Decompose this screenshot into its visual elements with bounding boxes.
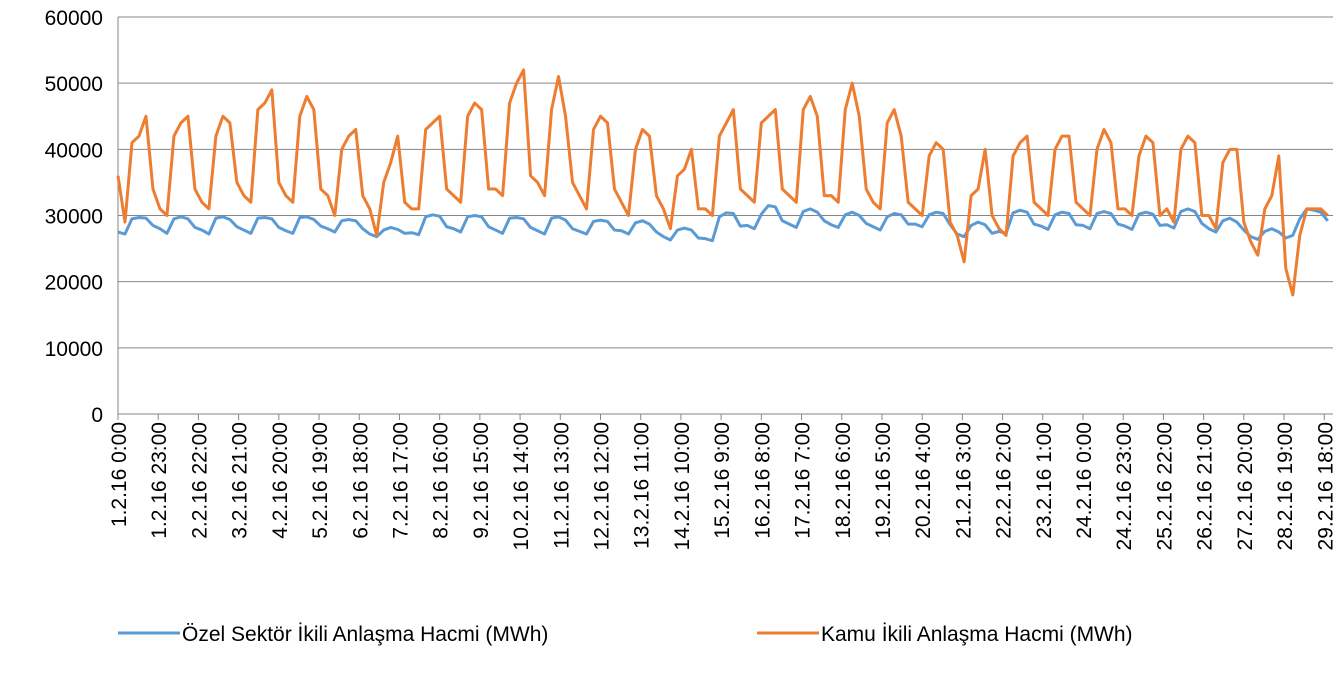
x-tick-label: 2.2.16 22:00: [188, 422, 211, 539]
x-tick-label: 28.2.16 19:00: [1274, 422, 1297, 550]
x-tick-label: 5.2.16 19:00: [309, 422, 332, 539]
y-tick-label: 30000: [45, 206, 103, 229]
x-tick-label: 4.2.16 20:00: [269, 422, 292, 539]
x-tick-label: 3.2.16 21:00: [229, 422, 252, 539]
x-tick-label: 12.2.16 12:00: [591, 422, 614, 550]
x-tick-label: 26.2.16 21:00: [1194, 422, 1217, 550]
x-tick-label: 21.2.16 3:00: [952, 422, 975, 539]
x-tick-label: 18.2.16 6:00: [832, 422, 855, 539]
x-tick-label: 8.2.16 16:00: [430, 422, 453, 539]
x-tick-label: 7.2.16 17:00: [389, 422, 412, 539]
x-tick-label: 1.2.16 0:00: [108, 422, 131, 527]
x-tick-label: 10.2.16 14:00: [510, 422, 533, 550]
x-tick-label: 13.2.16 11:00: [631, 422, 654, 549]
y-tick-label: 0: [91, 404, 103, 427]
x-tick-label: 27.2.16 20:00: [1234, 422, 1257, 550]
y-tick-label: 50000: [45, 73, 103, 96]
x-tick-label: 17.2.16 7:00: [792, 422, 815, 539]
x-tick-label: 6.2.16 18:00: [349, 422, 372, 539]
x-tick-label: 15.2.16 9:00: [711, 422, 734, 539]
x-tick-label: 25.2.16 22:00: [1153, 422, 1176, 550]
x-tick-label: 24.2.16 0:00: [1073, 422, 1096, 539]
y-tick-label: 20000: [45, 272, 103, 295]
x-tick-label: 11.2.16 13:00: [550, 422, 573, 549]
y-tick-label: 10000: [45, 338, 103, 361]
x-tick-label: 29.2.16 18:00: [1314, 422, 1337, 550]
x-tick-label: 1.2.16 23:00: [148, 422, 171, 539]
x-tick-label: 14.2.16 10:00: [671, 422, 694, 550]
x-tick-label: 9.2.16 15:00: [470, 422, 493, 539]
x-tick-label: 22.2.16 2:00: [993, 422, 1016, 539]
y-tick-label: 40000: [45, 139, 103, 162]
x-tick-label: 19.2.16 5:00: [872, 422, 895, 539]
y-tick-label: 60000: [45, 7, 103, 30]
line-series: [117, 204, 1329, 243]
line-series: [116, 68, 1329, 297]
x-tick-label: 16.2.16 8:00: [751, 422, 774, 539]
x-tick-label: 24.2.16 23:00: [1113, 422, 1136, 550]
x-tick-label: 20.2.16 4:00: [912, 422, 935, 539]
legend-label: Kamu İkili Anlaşma Hacmi (MWh): [821, 623, 1133, 646]
x-tick-label: 23.2.16 1:00: [1033, 422, 1056, 539]
legend-label: Özel Sektör İkili Anlaşma Hacmi (MWh): [182, 623, 548, 646]
